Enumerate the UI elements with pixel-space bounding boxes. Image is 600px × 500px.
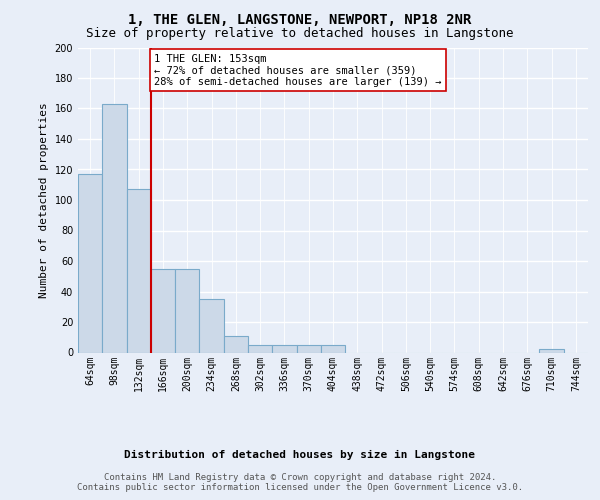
Bar — [321, 345, 345, 352]
Bar — [224, 336, 248, 352]
Bar — [78, 174, 102, 352]
Text: Distribution of detached houses by size in Langstone: Distribution of detached houses by size … — [125, 450, 476, 460]
Bar — [539, 350, 564, 352]
Bar — [296, 345, 321, 352]
Bar — [199, 299, 224, 352]
Bar — [248, 345, 272, 352]
Bar — [127, 190, 151, 352]
Text: Size of property relative to detached houses in Langstone: Size of property relative to detached ho… — [86, 28, 514, 40]
Bar — [272, 345, 296, 352]
Bar — [102, 104, 127, 352]
Text: 1, THE GLEN, LANGSTONE, NEWPORT, NP18 2NR: 1, THE GLEN, LANGSTONE, NEWPORT, NP18 2N… — [128, 12, 472, 26]
Y-axis label: Number of detached properties: Number of detached properties — [39, 102, 49, 298]
Bar — [175, 268, 199, 352]
Text: Contains HM Land Registry data © Crown copyright and database right 2024.
Contai: Contains HM Land Registry data © Crown c… — [77, 473, 523, 492]
Text: 1 THE GLEN: 153sqm
← 72% of detached houses are smaller (359)
28% of semi-detach: 1 THE GLEN: 153sqm ← 72% of detached hou… — [155, 54, 442, 87]
Bar — [151, 268, 175, 352]
